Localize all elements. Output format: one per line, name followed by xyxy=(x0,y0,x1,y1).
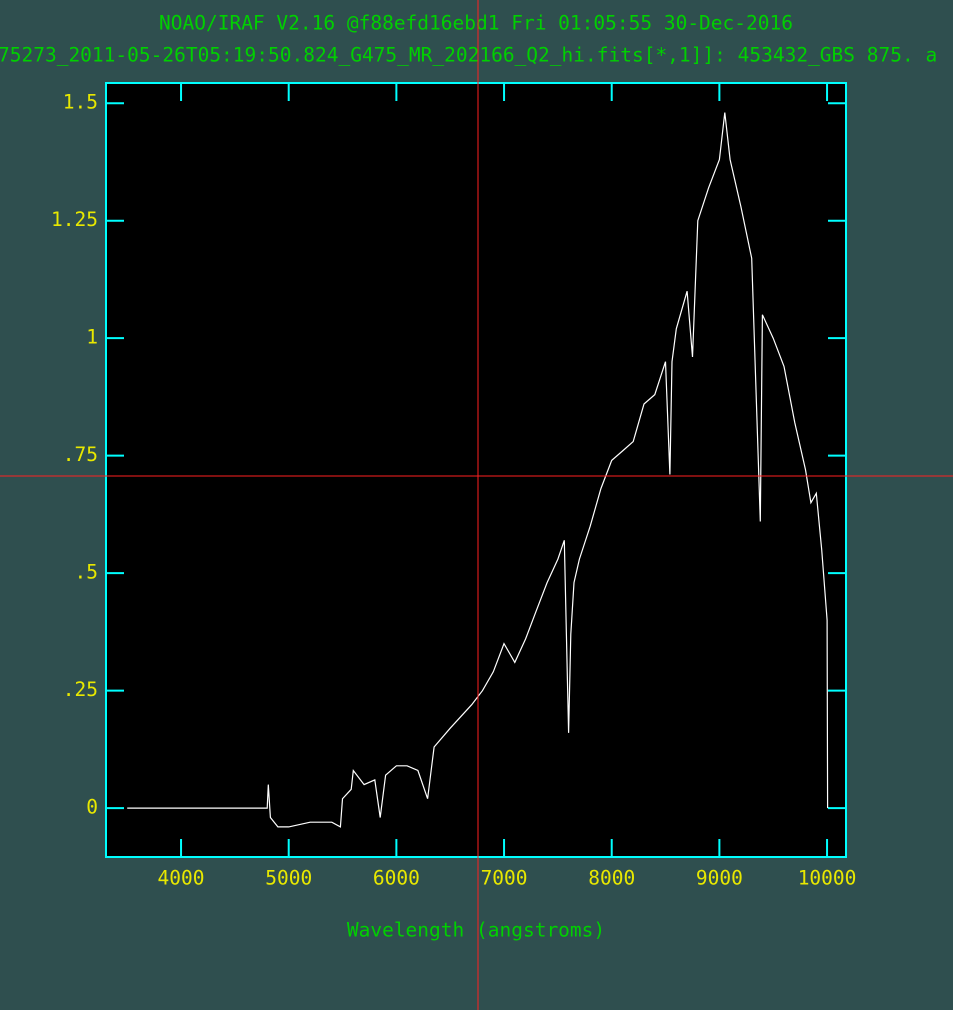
x-tick-label: 7000 xyxy=(481,867,528,890)
y-tick-label: 0 xyxy=(86,796,98,819)
chart-subtitle: 75273_2011-05-26T05:19:50.824_G475_MR_20… xyxy=(0,44,937,67)
y-tick-label: .5 xyxy=(75,561,98,584)
y-tick-label: 1.25 xyxy=(51,208,98,231)
spectrum-line xyxy=(127,112,829,828)
x-tick-label: 8000 xyxy=(588,867,635,890)
x-tick-label: 6000 xyxy=(373,867,420,890)
y-tick-label: .75 xyxy=(63,443,98,466)
x-tick-label: 4000 xyxy=(158,867,205,890)
y-tick-label: 1 xyxy=(86,326,98,349)
chart-title: NOAO/IRAF V2.16 @f88efd16ebd1 Fri 01:05:… xyxy=(159,12,793,35)
x-axis-label: Wavelength (angstroms) xyxy=(347,919,605,942)
x-tick-label: 9000 xyxy=(696,867,743,890)
y-tick-label: .25 xyxy=(63,678,98,701)
y-tick-label: 1.5 xyxy=(63,91,98,114)
x-tick-label: 5000 xyxy=(265,867,312,890)
plot-frame xyxy=(105,82,847,858)
x-tick-label: 10000 xyxy=(798,867,857,890)
